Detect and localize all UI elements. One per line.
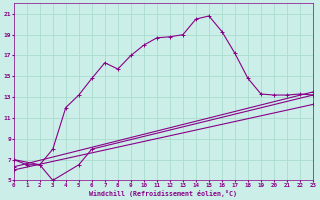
X-axis label: Windchill (Refroidissement éolien,°C): Windchill (Refroidissement éolien,°C) [89,190,237,197]
